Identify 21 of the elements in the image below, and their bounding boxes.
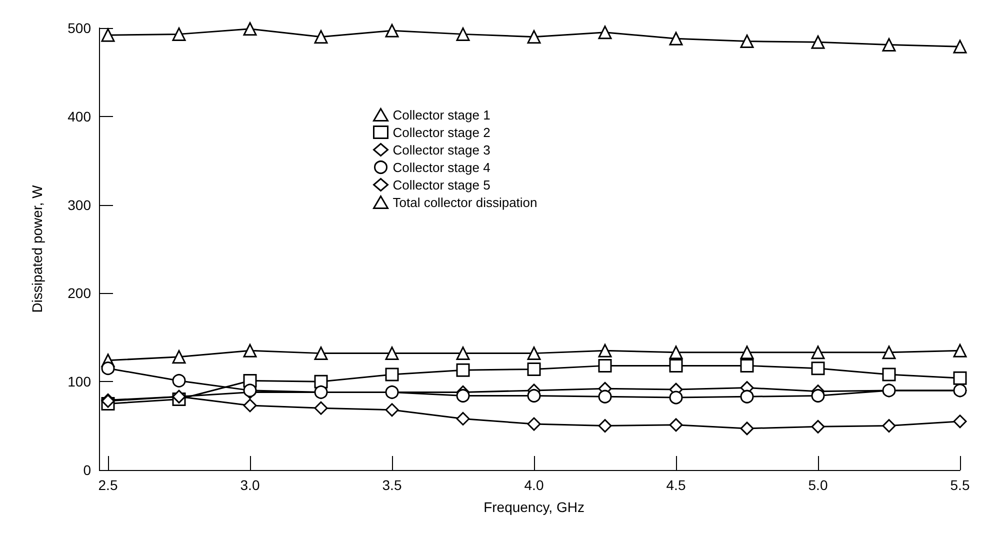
- x-tick-label: 5.0: [808, 477, 828, 493]
- y-tick-label: 400: [68, 108, 92, 124]
- legend-label: Collector stage 4: [392, 160, 490, 175]
- x-tick-label: 4.5: [666, 477, 686, 493]
- y-axis-title: Dissipated power, W: [29, 184, 45, 313]
- x-tick-label: 3.0: [240, 477, 260, 493]
- x-tick-label: 4.0: [524, 477, 544, 493]
- legend-label: Collector stage 5: [392, 177, 490, 192]
- x-tick-label: 5.5: [950, 477, 970, 493]
- legend-label: Total collector dissipation: [392, 194, 538, 210]
- y-tick-label: 200: [68, 285, 92, 302]
- y-tick-label: 0: [83, 462, 92, 478]
- legend-label: Collector stage 2: [392, 124, 490, 140]
- y-tick-label: 300: [68, 196, 92, 213]
- y-tick-label: 500: [68, 20, 92, 36]
- x-tick-label: 2.5: [98, 477, 118, 493]
- legend-label: Collector stage 1: [392, 107, 490, 122]
- legend-label: Collector stage 3: [392, 142, 490, 158]
- x-axis-title: Frequency, GHz: [484, 499, 584, 515]
- y-tick-label: 100: [68, 374, 92, 390]
- x-tick-label: 3.5: [382, 477, 402, 493]
